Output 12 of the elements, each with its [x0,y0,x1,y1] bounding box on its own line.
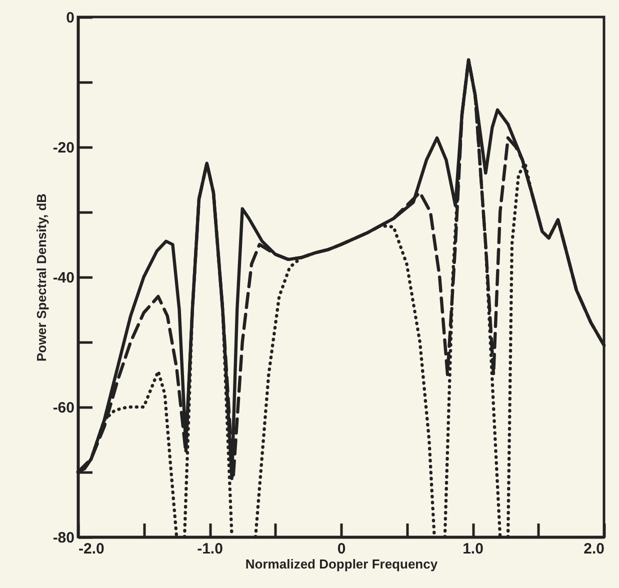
y-tick-label: -20 [52,140,74,156]
x-tick-label: 1.0 [462,540,484,558]
y-axis-title: Power Spectral Density, dB [34,193,49,362]
y-tick-label: -80 [52,530,74,546]
x-tick-label: -2.0 [78,540,104,558]
x-axis-title: Normalized Doppler Frequency [245,556,438,572]
y-tick-label: 0 [66,10,74,26]
x-tick-label: -1.0 [197,540,223,558]
y-tick-label: -40 [52,270,74,286]
x-tick-label: 2.0 [584,540,604,558]
x-tick-label: 0 [337,540,346,558]
y-tick-label: -60 [52,400,74,416]
